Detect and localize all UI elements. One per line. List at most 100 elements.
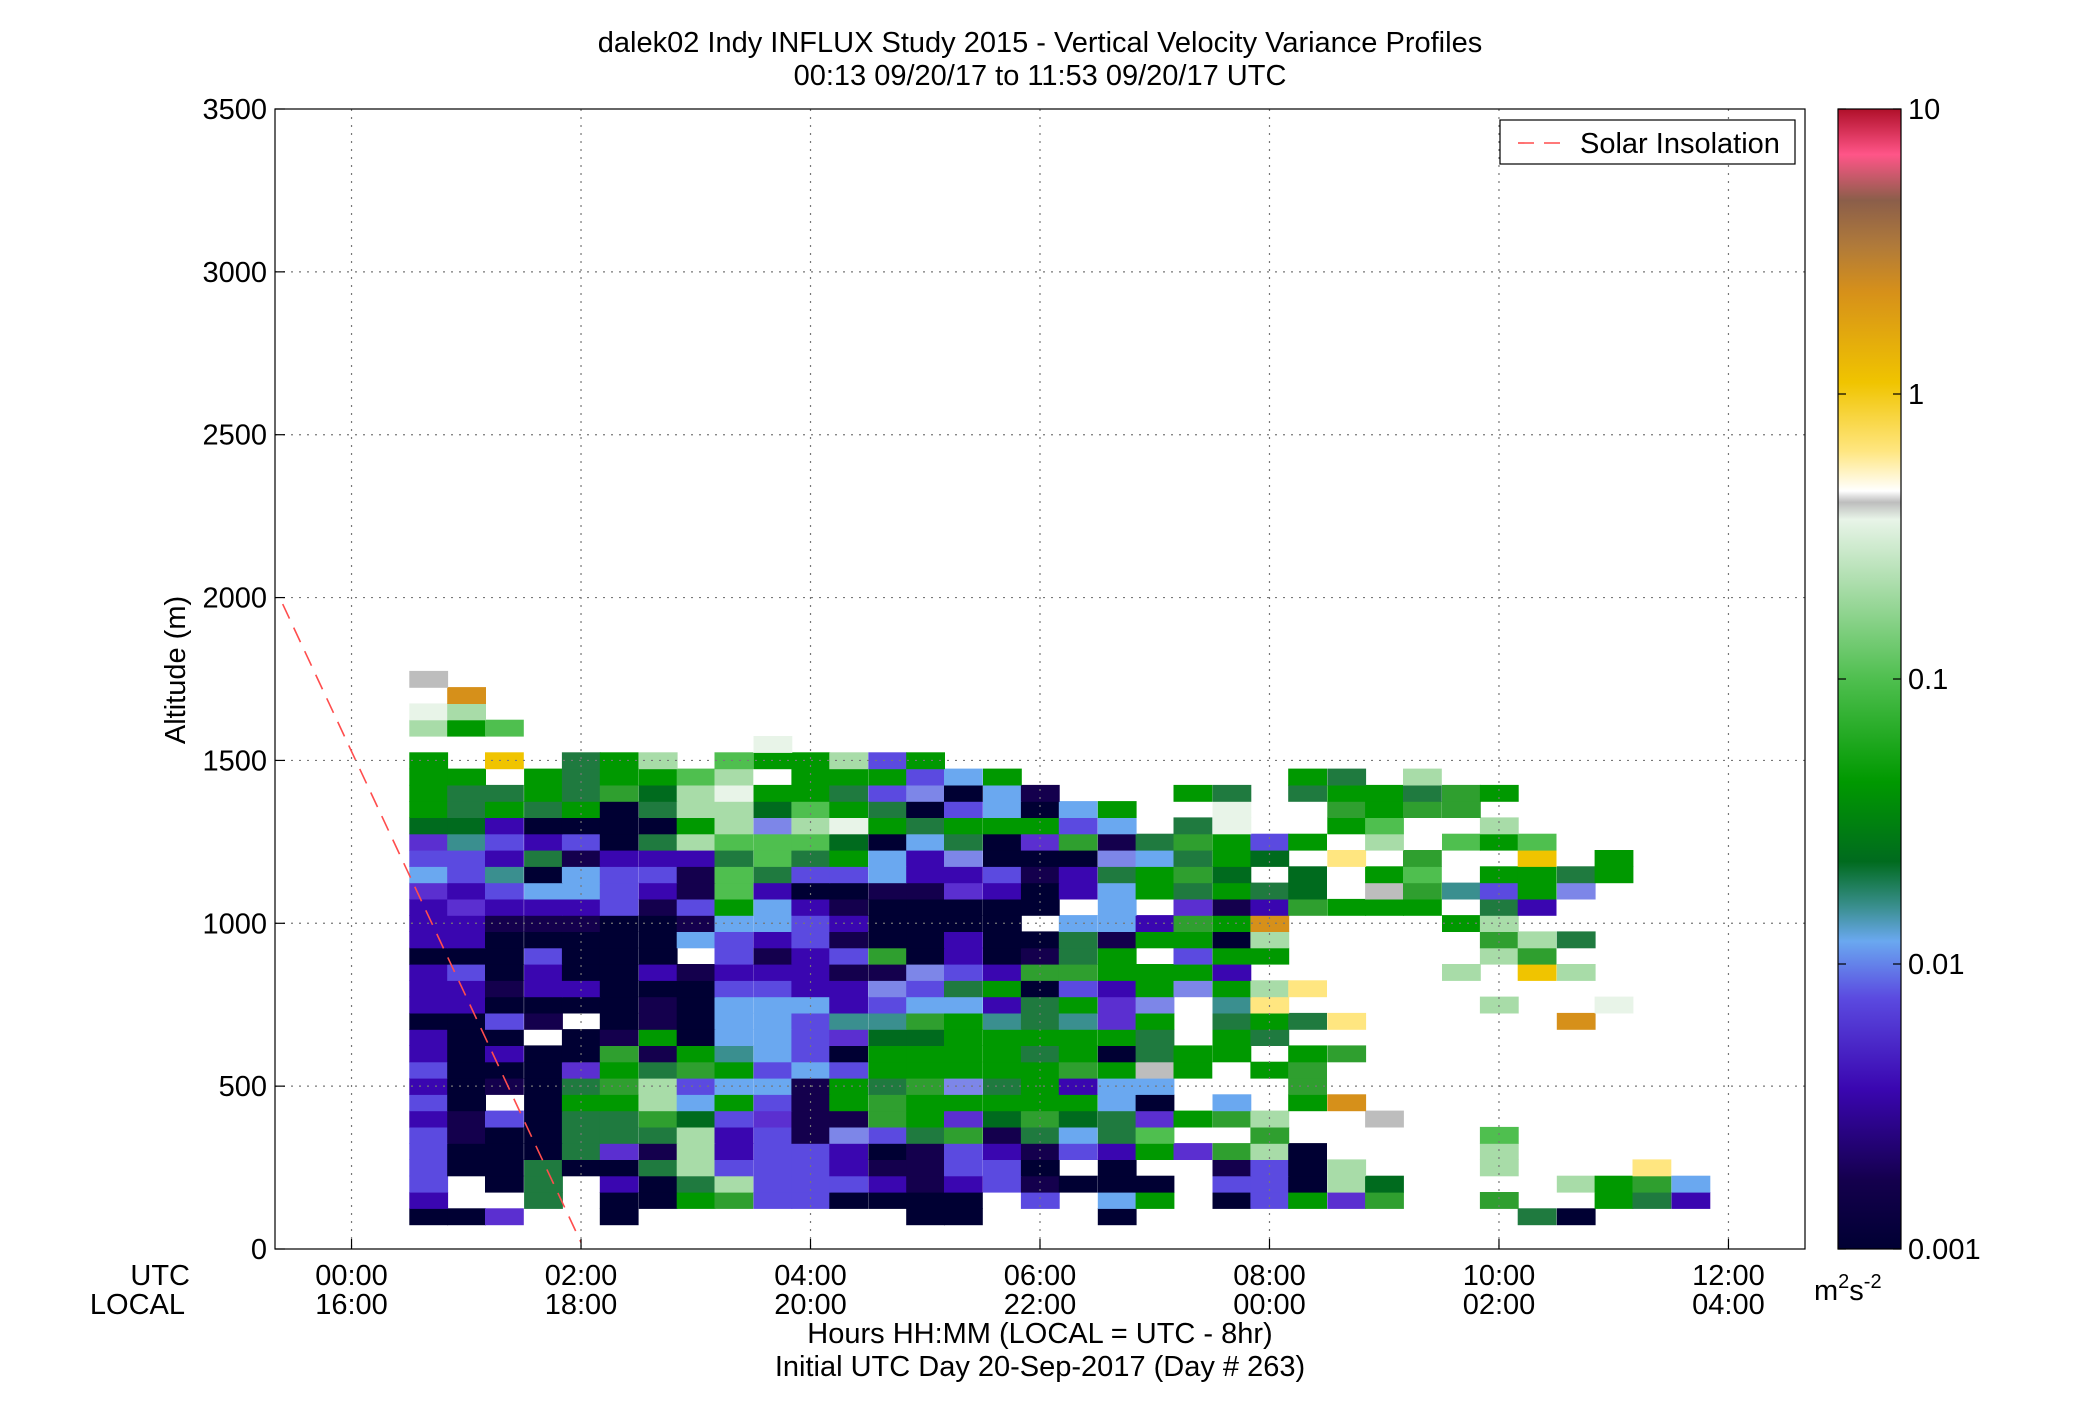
heatmap-cell bbox=[1632, 1192, 1672, 1209]
heatmap-cell bbox=[561, 915, 601, 932]
heatmap-cell bbox=[447, 1126, 486, 1144]
heatmap-cell bbox=[1097, 1143, 1137, 1160]
heatmap-cell bbox=[714, 1061, 754, 1079]
heatmap-cell bbox=[599, 817, 639, 835]
x-tick-label-local: 20:00 bbox=[774, 1289, 847, 1321]
heatmap-cell bbox=[1327, 784, 1367, 802]
heatmap-cell bbox=[714, 1126, 754, 1144]
heatmap-cell bbox=[1212, 1175, 1252, 1193]
heatmap-cell bbox=[599, 801, 639, 818]
heatmap-cell bbox=[944, 850, 983, 867]
heatmap-cell bbox=[829, 768, 869, 786]
heatmap-cell bbox=[638, 931, 678, 949]
heatmap-cell bbox=[524, 1126, 563, 1144]
heatmap-cell bbox=[1097, 1045, 1137, 1063]
heatmap-cell bbox=[791, 768, 831, 786]
heatmap-cell bbox=[868, 964, 908, 981]
heatmap-cell bbox=[944, 964, 983, 981]
heatmap-cell bbox=[447, 1159, 486, 1177]
heatmap-cell bbox=[1020, 898, 1060, 916]
heatmap-cell bbox=[447, 1208, 486, 1226]
heatmap-cell bbox=[791, 931, 831, 949]
heatmap-cell bbox=[714, 1045, 754, 1063]
heatmap-cell bbox=[1097, 850, 1137, 867]
heatmap-cell bbox=[944, 801, 983, 818]
heatmap-cell bbox=[791, 784, 831, 802]
heatmap-cell bbox=[791, 801, 831, 818]
heatmap-cell bbox=[638, 1012, 678, 1030]
heatmap-cell bbox=[983, 817, 1022, 835]
y-axis-label: Altitude (m) bbox=[160, 596, 192, 744]
heatmap-cell bbox=[524, 964, 563, 981]
heatmap-cell bbox=[1212, 866, 1252, 884]
heatmap-cell bbox=[1173, 1110, 1213, 1128]
heatmap-cell bbox=[1135, 1143, 1175, 1160]
heatmap-cell bbox=[1327, 898, 1367, 916]
heatmap-cell bbox=[638, 1045, 678, 1063]
heatmap-cell bbox=[983, 768, 1022, 786]
heatmap-cell bbox=[983, 931, 1022, 949]
heatmap-cell bbox=[983, 898, 1022, 916]
heatmap-cell bbox=[944, 833, 983, 851]
heatmap-cell bbox=[409, 882, 449, 900]
heatmap-cell bbox=[599, 1175, 639, 1193]
heatmap-cell bbox=[1327, 1175, 1367, 1193]
heatmap-cell bbox=[983, 1110, 1022, 1128]
heatmap-cell bbox=[1135, 1029, 1175, 1046]
heatmap-cell bbox=[1135, 1192, 1175, 1209]
x-tick-label-local: 04:00 bbox=[1692, 1289, 1765, 1321]
heatmap-cell bbox=[524, 817, 563, 835]
y-tick-label: 1000 bbox=[202, 908, 267, 940]
y-tick-label: 2000 bbox=[202, 583, 267, 615]
heatmap-cell bbox=[1135, 964, 1175, 981]
heatmap-cell bbox=[599, 1192, 639, 1209]
heatmap-cell bbox=[714, 866, 754, 884]
heatmap-cell bbox=[1288, 898, 1327, 916]
heatmap-cell bbox=[1135, 850, 1175, 867]
colorbar-gradient bbox=[1837, 108, 1902, 1250]
heatmap-cell bbox=[599, 833, 639, 851]
heatmap-cell bbox=[1517, 833, 1557, 851]
x-tick-label-local: 16:00 bbox=[315, 1289, 388, 1321]
heatmap-cell bbox=[1058, 866, 1098, 884]
heatmap-cell bbox=[676, 1045, 716, 1063]
heatmap-cell bbox=[409, 1159, 449, 1177]
heatmap-cell bbox=[485, 817, 524, 835]
heatmap-cell bbox=[1479, 866, 1519, 884]
heatmap-cell bbox=[447, 1045, 486, 1063]
heatmap-cell bbox=[561, 947, 601, 965]
heatmap-cell bbox=[485, 1029, 524, 1046]
heatmap-cell bbox=[485, 1012, 524, 1030]
heatmap-cell bbox=[447, 931, 486, 949]
heatmap-cell bbox=[1097, 1192, 1137, 1209]
heatmap-cell bbox=[1365, 817, 1404, 835]
heatmap-cell bbox=[1020, 801, 1060, 818]
heatmap-cell bbox=[1288, 784, 1327, 802]
heatmap-cell bbox=[753, 1045, 793, 1063]
x-tick-label-utc: 06:00 bbox=[1004, 1260, 1077, 1292]
heatmap-cell bbox=[906, 1094, 945, 1112]
heatmap-cell bbox=[1135, 833, 1175, 851]
heatmap-cell bbox=[1288, 1094, 1327, 1112]
y-tick-label: 0 bbox=[251, 1234, 267, 1266]
heatmap-cell bbox=[676, 1159, 716, 1177]
heatmap-cell bbox=[944, 898, 983, 916]
heatmap-cell bbox=[638, 898, 678, 916]
heatmap-cell bbox=[1556, 866, 1596, 884]
heatmap-cell bbox=[983, 996, 1022, 1014]
heatmap-cell bbox=[829, 850, 869, 867]
heatmap-cell bbox=[676, 817, 716, 835]
heatmap-cell bbox=[485, 898, 524, 916]
heatmap-cell bbox=[868, 996, 908, 1014]
heatmap-cell bbox=[829, 898, 869, 916]
heatmap-cell bbox=[829, 1045, 869, 1063]
heatmap-cell bbox=[1020, 1175, 1060, 1193]
heatmap-cell bbox=[1288, 882, 1327, 900]
heatmap-cell bbox=[409, 898, 449, 916]
heatmap-cell bbox=[1556, 964, 1596, 981]
heatmap-cell bbox=[1097, 817, 1137, 835]
heatmap-cell bbox=[599, 1045, 639, 1063]
heatmap-cell bbox=[676, 850, 716, 867]
x-tick-label-utc: 08:00 bbox=[1233, 1260, 1306, 1292]
heatmap-cell bbox=[1097, 898, 1137, 916]
